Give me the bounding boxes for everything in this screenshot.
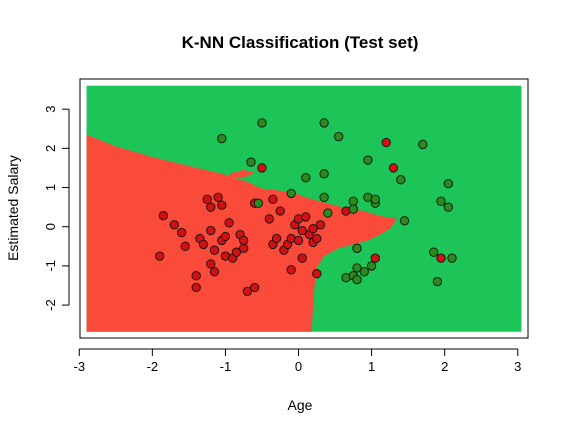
x-tick-label: -1 — [220, 359, 232, 374]
data-point-class-0 — [155, 251, 165, 261]
data-point-class-0 — [231, 247, 242, 257]
data-point-class-0 — [257, 163, 267, 173]
data-point-class-1 — [301, 173, 311, 183]
data-point-class-1 — [348, 196, 358, 206]
data-point-class-0 — [176, 227, 187, 238]
data-point-class-1 — [443, 202, 453, 212]
plot-area — [86, 85, 522, 332]
y-tick-label: 0 — [43, 223, 58, 230]
decision-region-class-0-patch — [229, 169, 255, 178]
y-tick-label: -1 — [43, 260, 58, 272]
data-point-class-1 — [363, 155, 373, 165]
x-tick-label: -3 — [73, 359, 85, 374]
data-point-class-0 — [308, 224, 318, 234]
data-point-class-0 — [239, 243, 249, 253]
data-point-class-1 — [319, 118, 329, 128]
data-point-class-0 — [209, 267, 220, 277]
data-point-class-1 — [352, 243, 362, 253]
data-point-class-0 — [191, 271, 201, 281]
data-point-class-1 — [447, 253, 457, 263]
data-point-class-0 — [206, 225, 216, 236]
y-axis-label: Estimated Salary — [5, 155, 21, 261]
plot-frame — [79, 78, 529, 339]
data-point-class-1 — [359, 267, 369, 277]
data-point-class-1 — [319, 192, 329, 202]
data-point-class-0 — [293, 235, 304, 246]
data-point-class-1 — [418, 139, 428, 150]
data-point-class-0 — [297, 253, 307, 263]
data-point-class-0 — [217, 200, 227, 210]
data-point-class-0 — [315, 220, 326, 230]
data-point-class-1 — [366, 261, 377, 271]
data-point-class-1 — [246, 157, 256, 167]
data-point-class-0 — [370, 253, 380, 263]
data-point-class-0 — [198, 239, 209, 250]
data-point-class-0 — [220, 231, 231, 242]
x-axis-label: Age — [288, 397, 313, 413]
data-point-class-0 — [191, 282, 201, 293]
data-point-class-0 — [297, 225, 307, 236]
data-point-class-0 — [206, 259, 216, 269]
x-tick-label: 0 — [295, 359, 302, 374]
data-point-class-0 — [242, 286, 253, 297]
data-point-class-0 — [275, 206, 285, 216]
data-point-class-1 — [352, 274, 362, 285]
data-point-class-0 — [180, 241, 190, 251]
data-point-class-1 — [334, 131, 344, 142]
data-point-class-0 — [213, 192, 223, 202]
data-point-class-1 — [432, 276, 443, 287]
axes: -3 -2 -1 0 1 2 3 -2 -1 0 1 2 3 — [43, 78, 529, 374]
data-point-class-1 — [348, 204, 358, 214]
x-tick-label: 2 — [441, 359, 448, 374]
data-point-class-1 — [399, 216, 410, 226]
data-point-class-0 — [388, 163, 399, 173]
data-point-class-1 — [352, 263, 362, 273]
data-point-class-0 — [271, 233, 282, 244]
data-point-class-0 — [268, 194, 278, 204]
data-point-class-0 — [301, 212, 311, 222]
data-point-class-1 — [443, 178, 453, 189]
data-point-class-0 — [169, 220, 179, 230]
data-point-class-1 — [253, 198, 263, 208]
x-tick-label: 1 — [368, 359, 375, 374]
data-point-class-0 — [264, 214, 274, 224]
data-point-class-1 — [286, 188, 296, 199]
y-tick-label: -2 — [43, 299, 58, 311]
data-point-class-0 — [312, 233, 322, 244]
data-point-class-0 — [436, 253, 446, 263]
data-point-class-0 — [209, 245, 220, 255]
data-point-class-0 — [202, 194, 212, 204]
y-tick-label: 2 — [43, 145, 58, 152]
data-point-class-1 — [436, 196, 446, 206]
x-tick-label: -2 — [147, 359, 159, 374]
data-point-class-0 — [224, 218, 234, 228]
y-tick-label: 1 — [43, 184, 58, 191]
x-tick-label: 3 — [514, 359, 521, 374]
data-point-class-1 — [323, 208, 333, 218]
data-point-class-1 — [370, 194, 380, 204]
data-point-class-0 — [250, 282, 260, 293]
data-point-class-1 — [257, 118, 267, 128]
data-point-class-0 — [381, 137, 391, 148]
data-point-class-0 — [312, 269, 322, 279]
data-point-class-1 — [319, 169, 329, 179]
data-point-class-1 — [429, 247, 439, 257]
chart-title: K-NN Classification (Test set) — [182, 33, 419, 52]
data-point-class-1 — [217, 133, 227, 144]
data-point-class-0 — [158, 211, 168, 221]
data-point-class-0 — [239, 235, 249, 246]
data-point-class-0 — [286, 265, 296, 275]
data-point-class-0 — [206, 202, 216, 212]
y-tick-label: 3 — [43, 106, 58, 113]
data-point-class-1 — [396, 175, 406, 185]
